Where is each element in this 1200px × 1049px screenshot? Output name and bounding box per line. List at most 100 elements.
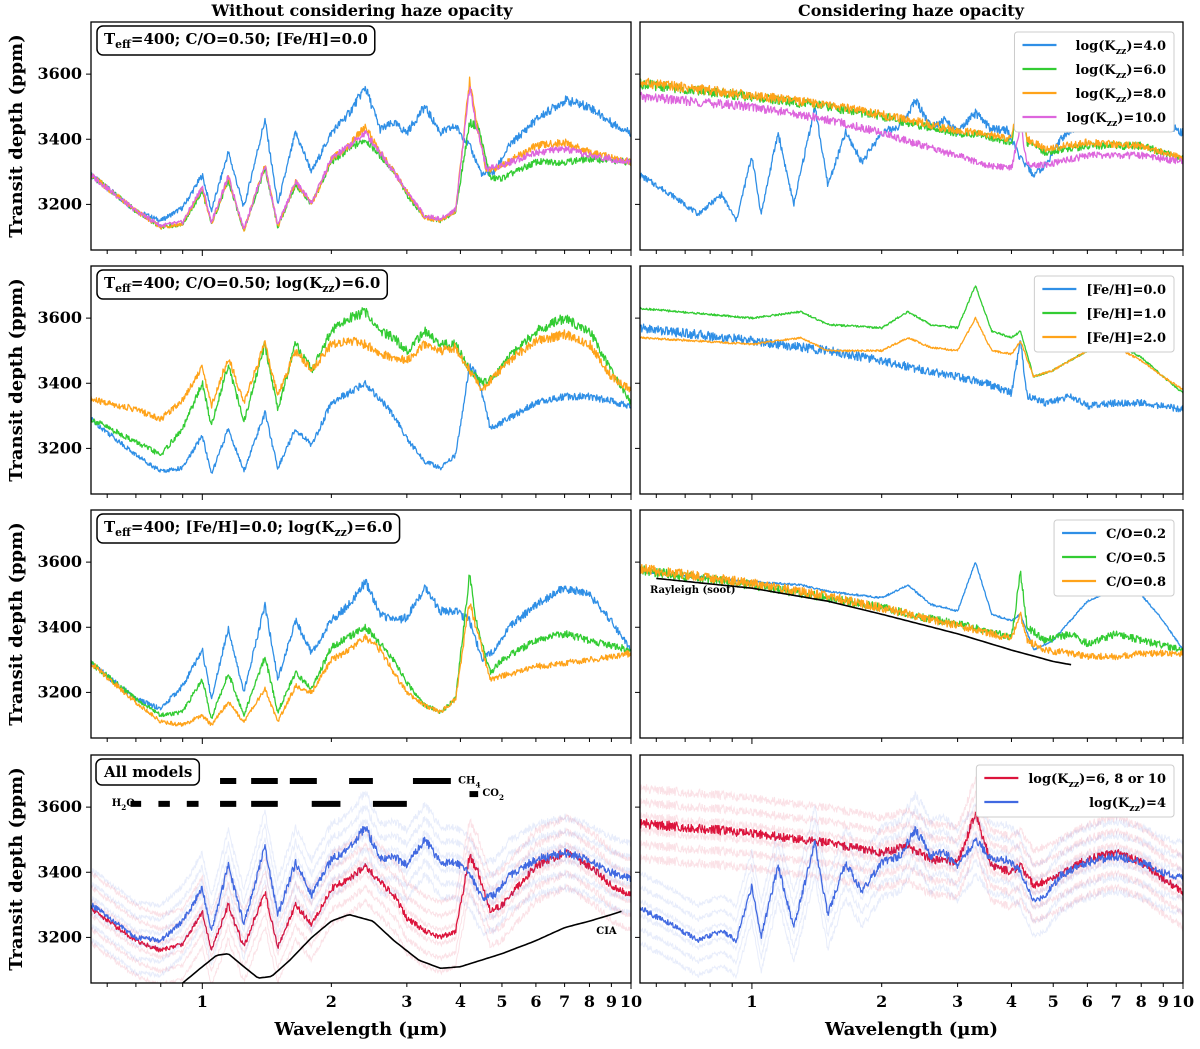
series-line-log-kzz-4: [91, 825, 631, 944]
info-box: [96, 269, 389, 300]
legend: C/O=0.2 C/O=0.5 C/O=0.8: [1053, 519, 1175, 597]
legend: [Fe/H]=0.0 [Fe/H]=1.0 [Fe/H]=2.0: [1033, 275, 1175, 353]
axes-frame: [90, 509, 632, 739]
y-tick-label: 3200: [37, 438, 82, 457]
y-tick-label: 3600: [37, 308, 82, 327]
plot-area: [91, 790, 631, 983]
y-tick-label: 3200: [37, 682, 82, 701]
series-line-log-kzz-6-8-or-10: [91, 849, 631, 953]
axes-frame: [90, 265, 632, 495]
info-box-text: All models: [103, 763, 192, 781]
panel-row3-right: Rayleigh (soot) C/O=0.2 C/O=0.5 C/O=0.8: [635, 509, 1184, 744]
x-tick-label: 10: [1172, 992, 1194, 1011]
model-spread-log-kzz-6-8-or-10: [91, 827, 631, 933]
x-tick-label: 2: [876, 992, 887, 1011]
annotation-cia: CIA: [596, 926, 617, 937]
model-spread-log-kzz-4: [640, 818, 1183, 938]
x-tick-label: 9: [1158, 992, 1169, 1011]
legend-box: [975, 764, 1175, 818]
info-box-text: Teff=400; C/O=0.50; log(Kzz)=6.0: [104, 274, 380, 295]
series-line-log-kzz-4-0: [91, 85, 631, 223]
axes-frame: [90, 754, 632, 984]
y-tick-label: 3200: [37, 927, 82, 946]
annotation-co2: CO2: [482, 788, 504, 802]
model-spread-log-kzz-4: [640, 790, 1183, 910]
plot-area: [640, 776, 1183, 980]
model-spread-log-kzz-4: [91, 846, 631, 965]
x-tick-label: 2: [326, 992, 337, 1011]
series-line-fe-h-2-0: [91, 329, 631, 422]
y-tick-label: 3400: [37, 373, 82, 392]
y-tick-label: 3400: [37, 129, 82, 148]
x-tick-label: 8: [584, 992, 595, 1011]
x-tick-label: 6: [1082, 992, 1093, 1011]
plot-area: [91, 76, 631, 232]
column-title-right: Considering haze opacity: [798, 1, 1025, 20]
x-axis-title: Wavelength (µm): [824, 1019, 998, 1040]
x-tick-label: 4: [455, 992, 466, 1011]
model-spread-log-kzz-6-8-or-10: [91, 883, 631, 983]
plot-area: [91, 307, 631, 474]
x-tick-label: 7: [1111, 992, 1122, 1011]
axes-frame: [639, 265, 1184, 495]
y-tick-label: 3400: [37, 862, 82, 881]
series-line-log-kzz-10-0: [91, 86, 631, 230]
series-line-c-o-0-8: [91, 603, 631, 727]
panel-row4-right: 1 2 3 4 5 6 7 8 9 10 Wavelength (µm) log(Kzz)=6, 8 …: [635, 754, 1194, 1040]
model-spread-log-kzz-4: [640, 804, 1183, 924]
x-tick-label: 6: [530, 992, 541, 1011]
model-spread-log-kzz-6-8-or-10: [640, 846, 1183, 932]
x-tick-label: 8: [1136, 992, 1147, 1011]
x-tick-label: 1: [197, 992, 208, 1011]
y-tick-label: 3600: [37, 552, 82, 571]
legend-label-log-kzz-8-0: log(Kzz)=8.0: [1076, 87, 1166, 105]
series-line-log-kzz-8-0: [91, 76, 631, 232]
series-line-log-kzz-8-0: [640, 77, 1183, 161]
x-tick-label: 7: [559, 992, 570, 1011]
x-tick-label: 5: [496, 992, 507, 1011]
panels: 3200 3400 3600 Transit depth (ppm) Teff=400;…: [6, 21, 1194, 1040]
x-tick-label: 1: [746, 992, 757, 1011]
model-spread-log-kzz-6-8-or-10: [91, 841, 631, 947]
model-spread-log-kzz-4: [91, 804, 631, 923]
y-tick-label: 3200: [37, 194, 82, 213]
model-spread-log-kzz-6-8-or-10: [640, 776, 1183, 862]
series-line-c-o-0-5: [91, 574, 631, 719]
series-line-fe-h-1-0: [91, 307, 631, 457]
series-line-c-o-0-8: [640, 563, 1183, 661]
legend: log(Kzz)=6, 8 or 10 log(Kzz)=4: [975, 764, 1175, 818]
model-spread-log-kzz-6-8-or-10: [91, 855, 631, 961]
y-axis-title: Transit depth (ppm): [6, 34, 27, 237]
y-tick-label: 3400: [37, 617, 82, 636]
panel-row1-left: 3200 3400 3600 Transit depth (ppm) Teff=400;…: [6, 21, 632, 256]
series-line-rayleigh-soot: [656, 577, 1072, 666]
series-line-log-kzz-4: [640, 826, 1183, 944]
x-tick-label: 3: [952, 992, 963, 1011]
model-spread-log-kzz-4: [91, 832, 631, 951]
legend-box: [1053, 519, 1175, 597]
axes-frame: [639, 754, 1184, 984]
legend-label-log-kzz-6-8-or-10: log(Kzz)=6, 8 or 10: [1028, 772, 1166, 790]
x-axis-title: Wavelength (µm): [273, 1019, 447, 1040]
model-spread-log-kzz-6-8-or-10: [640, 790, 1183, 876]
panel-row3-left: 3200 3400 3600 Transit depth (ppm) Teff=400;…: [6, 509, 632, 744]
annotation-ch4: CH4: [458, 776, 480, 790]
y-tick-label: 3600: [37, 64, 82, 83]
x-tick-label: 10: [620, 992, 642, 1011]
plot-area: [640, 562, 1183, 666]
legend-box: [1033, 275, 1175, 353]
y-axis-title: Transit depth (ppm): [6, 767, 27, 970]
x-tick-label: 4: [1006, 992, 1017, 1011]
model-spread-log-kzz-4: [91, 790, 631, 909]
x-tick-label: 5: [1048, 992, 1059, 1011]
y-axis-title: Transit depth (ppm): [6, 278, 27, 481]
legend-label-log-kzz-4: log(Kzz)=4: [1089, 796, 1166, 814]
model-spread-log-kzz-4: [91, 860, 631, 979]
info-box: [96, 25, 376, 56]
legend-label-c-o-0-2: C/O=0.2: [1106, 527, 1166, 542]
legend: log(Kzz)=4.0 log(Kzz)=6.0 log(Kzz)=8.0 log(…: [1013, 31, 1175, 133]
series-line-c-o-0-2: [91, 578, 631, 711]
model-spread-log-kzz-4: [91, 818, 631, 937]
model-spread-log-kzz-6-8-or-10: [91, 869, 631, 975]
